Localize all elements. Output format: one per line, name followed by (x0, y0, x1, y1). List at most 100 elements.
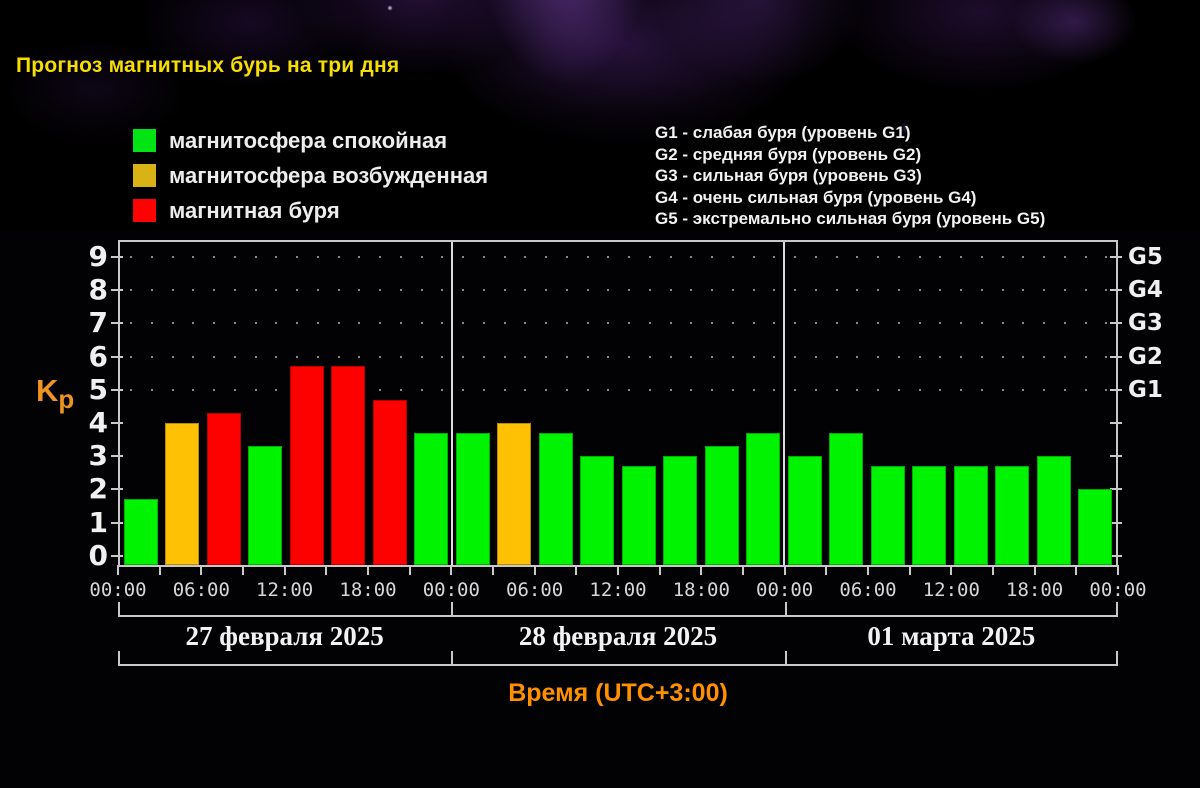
grid-dot (1043, 255, 1045, 258)
grid-dot (773, 322, 776, 325)
grid-dot (399, 355, 402, 358)
grid-dot (254, 289, 257, 292)
grid-dot (669, 355, 672, 358)
day-divider (783, 242, 785, 565)
grid-dot (918, 289, 921, 292)
x-tick-mark (825, 565, 828, 575)
grid-dot (711, 388, 713, 391)
grid-dot (171, 388, 174, 391)
grid-dot (1105, 388, 1108, 391)
x-tick-mark (783, 565, 786, 575)
grid-dot (856, 289, 859, 292)
y-tick-mark-left (111, 421, 123, 424)
grid-dot (441, 388, 444, 391)
grid-dot (420, 322, 423, 325)
grid-dot (524, 355, 527, 358)
kp-bar-quiet (248, 446, 283, 565)
kp-bar-quiet (1036, 456, 1071, 565)
kp-bar-quiet (829, 432, 864, 565)
grid-dot (856, 322, 859, 325)
grid-dot (690, 355, 693, 358)
grid-dot (586, 388, 589, 391)
kp-bar-storm (206, 412, 241, 565)
grid-dot (897, 255, 900, 258)
grid-dot (960, 255, 962, 258)
grid-dot (648, 289, 651, 292)
grid-dot (1043, 355, 1045, 358)
y-tick-label: 8 (88, 273, 108, 307)
grid-dot (752, 255, 755, 258)
grid-dot (1043, 388, 1045, 391)
legend-item-label: магнитная буря (169, 197, 340, 223)
grid-dot (794, 388, 796, 391)
grid-dot (296, 355, 298, 358)
grid-dot (192, 289, 195, 292)
grid-dot (980, 255, 983, 258)
grid-dot (794, 289, 796, 292)
grid-dot (1001, 322, 1004, 325)
grid-dot (503, 255, 506, 258)
grid-dot (130, 355, 132, 358)
grid-dot (877, 322, 879, 325)
grid-dot (1022, 322, 1025, 325)
grid-dot (254, 322, 257, 325)
grid-dot (130, 255, 132, 258)
grid-dot (607, 289, 610, 292)
grid-dot (399, 289, 402, 292)
grid-dot (254, 255, 257, 258)
x-tick-mark (533, 565, 536, 575)
x-tick-mark (158, 565, 161, 575)
y-tick-label: 7 (88, 306, 108, 340)
grid-dot (773, 388, 776, 391)
grid-dot (462, 322, 464, 325)
y-tick-mark-left (111, 322, 123, 325)
grid-dot (960, 355, 962, 358)
x-tick-mark (367, 565, 369, 575)
grid-dot (213, 355, 215, 358)
grid-dot (1063, 355, 1066, 358)
x-tick-mark (1033, 565, 1036, 575)
grid-dot (379, 388, 381, 391)
x-tick-mark (117, 565, 119, 575)
bracket-tick (784, 651, 787, 664)
grid-dot (462, 388, 464, 391)
grid-dot (1063, 289, 1066, 292)
grid-dot (233, 355, 236, 358)
kp-bar-quiet (538, 432, 573, 565)
grid-dot (213, 289, 215, 292)
grid-dot (628, 289, 630, 292)
x-tick-mark (242, 565, 244, 575)
y-tick-label: 6 (88, 339, 108, 373)
grid-dot (731, 388, 734, 391)
y-tick-label: 2 (88, 472, 108, 506)
grid-dot (939, 322, 942, 325)
bracket-tick (118, 602, 120, 615)
grid-dot (503, 322, 506, 325)
grid-dot (524, 255, 527, 258)
time-label: 00:00 (422, 579, 480, 601)
time-label: 06:00 (839, 579, 897, 601)
grid-dot (150, 255, 153, 258)
storm-level-line: G5 - экстремально сильная буря (уровень … (655, 209, 1046, 228)
grid-dot (171, 322, 174, 325)
grid-dot (213, 255, 215, 258)
bracket-tick (118, 651, 120, 664)
bracket-tick (784, 602, 787, 615)
grid-dot (254, 355, 257, 358)
x-tick-mark (325, 565, 328, 575)
grid-dot (150, 322, 153, 325)
grid-dot (877, 289, 879, 292)
y-tick-mark-left (111, 521, 123, 524)
kp-bar-quiet (746, 432, 781, 565)
grid-dot (482, 322, 485, 325)
x-tick-mark (1117, 565, 1119, 575)
grid-dot (1105, 289, 1108, 292)
grid-dot (939, 355, 942, 358)
grid-dot (545, 289, 547, 292)
y-tick-mark-left (111, 388, 123, 391)
grid-dot (1022, 355, 1025, 358)
grid-dot (1022, 255, 1025, 258)
page-title: Прогноз магнитных бурь на три дня (16, 54, 400, 77)
grid-dot (130, 289, 132, 292)
